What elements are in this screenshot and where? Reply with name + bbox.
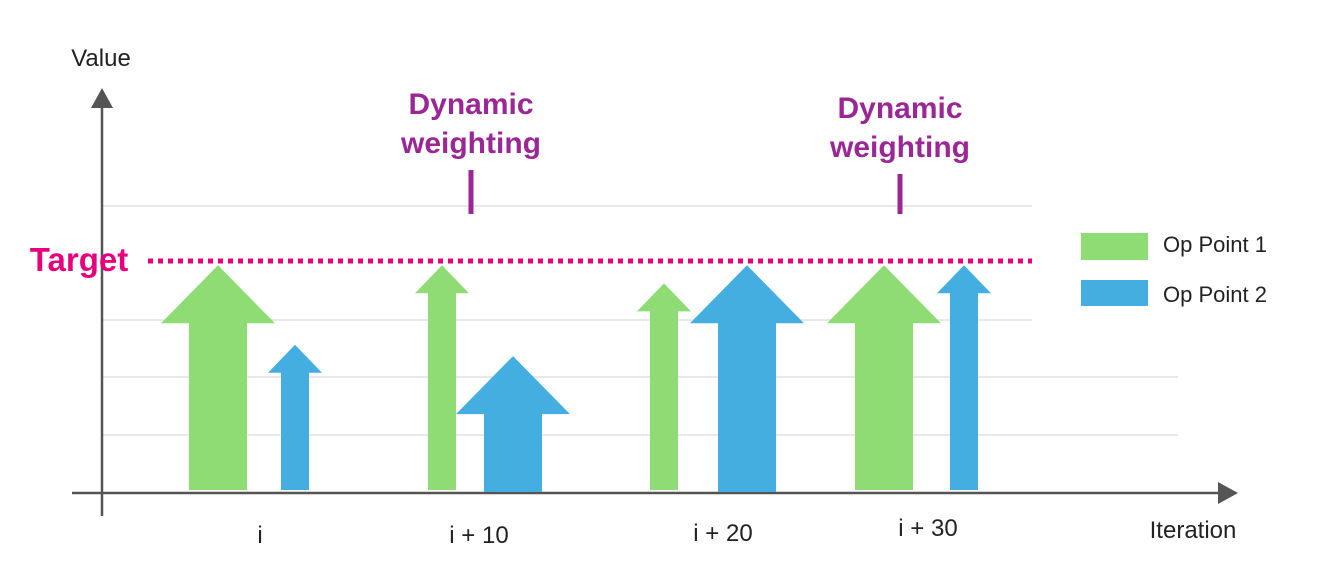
legend-swatch-op-point-1 [1081,233,1148,260]
x-axis-label: Iteration [1150,517,1237,544]
target-label: Target [30,241,128,278]
tick-label-i-plus-20: i + 20 [693,520,752,547]
arrow-op-point-2-i-plus-10 [456,356,570,492]
arrow-op-point-1-i-plus-30 [827,265,941,490]
dynamic-weighting-annotation: Dynamic weighting [400,88,541,214]
dynamic-weighting-annotation: Dynamic weighting [829,92,970,214]
y-axis-arrowhead [91,88,113,108]
axes [72,88,1238,516]
annotation-line1: Dynamic [837,92,962,125]
x-axis-arrowhead [1218,482,1238,504]
legend-swatch-op-point-2 [1081,280,1148,306]
arrow-op-point-2-i-plus-20 [690,265,804,492]
tick-label-i: i [257,522,262,549]
arrow-op-point-2-i [268,344,322,490]
annotation-line1: Dynamic [408,88,533,121]
arrow-op-point-1-i-plus-10 [415,265,469,490]
arrows [161,265,991,492]
tick-label-i-plus-30: i + 30 [898,515,957,542]
annotation-line2: weighting [829,131,970,164]
arrow-op-point-2-i-plus-30 [937,265,991,490]
legend-label-op-point-2: Op Point 2 [1163,282,1267,307]
legend-label-op-point-1: Op Point 1 [1163,232,1267,257]
annotation-line2: weighting [400,127,541,160]
arrow-op-point-1-i [161,265,275,490]
iteration-tick-labels: i i + 10 i + 20 i + 30 [257,515,957,549]
arrow-op-point-1-i-plus-20 [637,283,691,490]
legend: Op Point 1 Op Point 2 [1081,232,1267,307]
tick-label-i-plus-10: i + 10 [449,522,508,549]
y-axis-label: Value [71,45,131,72]
